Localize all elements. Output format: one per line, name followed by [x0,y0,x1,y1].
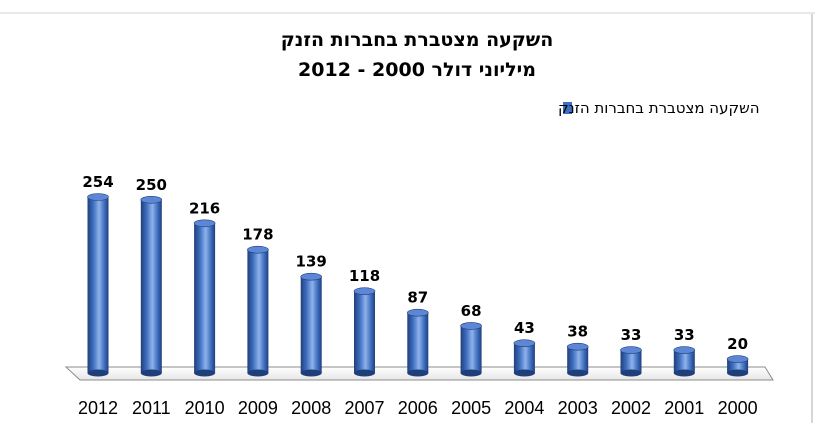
bar-cap-2004 [513,339,536,348]
category-label-2005: 2005 [451,398,491,418]
category-label-2000: 2000 [718,398,758,418]
bar-cap-2006 [406,308,429,317]
bar-base-2008 [300,369,322,377]
bar-base-2011 [140,369,162,377]
bar-2006 [407,312,429,373]
bar-base-2007 [354,369,375,377]
bar-cap-2007 [353,287,376,296]
bar-base-2012 [87,369,109,377]
bar-cap-2000 [726,355,749,363]
bar-base-2001 [673,369,695,377]
bar-base-2004 [513,369,535,377]
bar-cap-2010 [193,219,216,228]
value-label-2002: 33 [621,326,642,344]
bar-2007 [354,291,375,373]
bar-2000 [727,359,749,373]
category-label-2010: 2010 [185,398,225,418]
category-label-2006: 2006 [398,398,438,418]
category-label-2004: 2004 [504,398,544,418]
category-label-2008: 2008 [291,398,331,418]
bar-2008 [300,276,322,373]
bar-base-2006 [407,369,429,377]
value-label-2006: 87 [407,289,428,307]
bar-2004 [513,343,535,373]
bar-cap-2012 [87,193,109,201]
category-label-2002: 2002 [611,398,651,418]
value-label-2012: 254 [82,173,113,191]
value-labels-layer: 254 250 216 178 139 118 87 68 43 38 33 33 20 [82,173,748,353]
category-label-2003: 2003 [558,398,598,418]
bar-2001 [673,350,695,373]
value-label-2007: 118 [349,267,380,285]
bar-2002 [620,350,642,373]
bar-cap-2005 [460,322,482,330]
legend-swatch [563,102,572,114]
value-label-2001: 33 [674,326,695,344]
value-label-2010: 216 [189,199,220,217]
chart-subtitle: מיליוני דולר 2000 - 2012 [298,59,536,81]
bar-2010 [194,223,216,373]
bar-base-2003 [567,369,589,377]
value-label-2011: 250 [136,176,167,194]
category-label-2007: 2007 [344,398,384,418]
bar-cap-2011 [140,196,163,204]
value-label-2009: 178 [242,226,273,244]
bars-layer [87,193,749,377]
bar-cap-2009 [247,245,269,254]
category-label-2011: 2011 [132,398,171,418]
category-label-2012: 2012 [78,398,118,418]
bar-base-2000 [727,369,749,377]
value-label-2008: 139 [296,253,327,271]
bar-cap-2008 [300,272,323,281]
bar-2011 [140,199,162,373]
legend-label: השקעה מצטברת בחברות הזנק [558,99,760,117]
bar-2009 [247,249,269,373]
bar-base-2010 [194,369,216,377]
value-label-2003: 38 [567,323,588,341]
category-labels-layer: 2012 2011 2010 2009 2008 2007 2006 2005 2004 2003… [78,398,758,418]
value-label-2005: 68 [461,302,482,320]
chart-title: השקעה מצטברת בחברות הזנק [281,29,554,51]
bar-cap-2003 [566,342,589,351]
bar-cap-2002 [620,346,642,354]
bar-2005 [460,325,482,373]
bar-cap-2001 [673,346,696,354]
value-label-2004: 43 [514,319,535,337]
chart-legend: השקעה מצטברת בחברות הזנק [558,99,760,117]
bar-base-2002 [620,369,642,377]
value-label-2000: 20 [727,335,748,353]
bar-2003 [567,346,589,373]
bar-base-2009 [247,369,269,377]
category-label-2009: 2009 [238,398,278,418]
bar-2012 [87,197,109,373]
bar-base-2005 [460,369,482,377]
category-label-2001: 2001 [664,398,704,418]
